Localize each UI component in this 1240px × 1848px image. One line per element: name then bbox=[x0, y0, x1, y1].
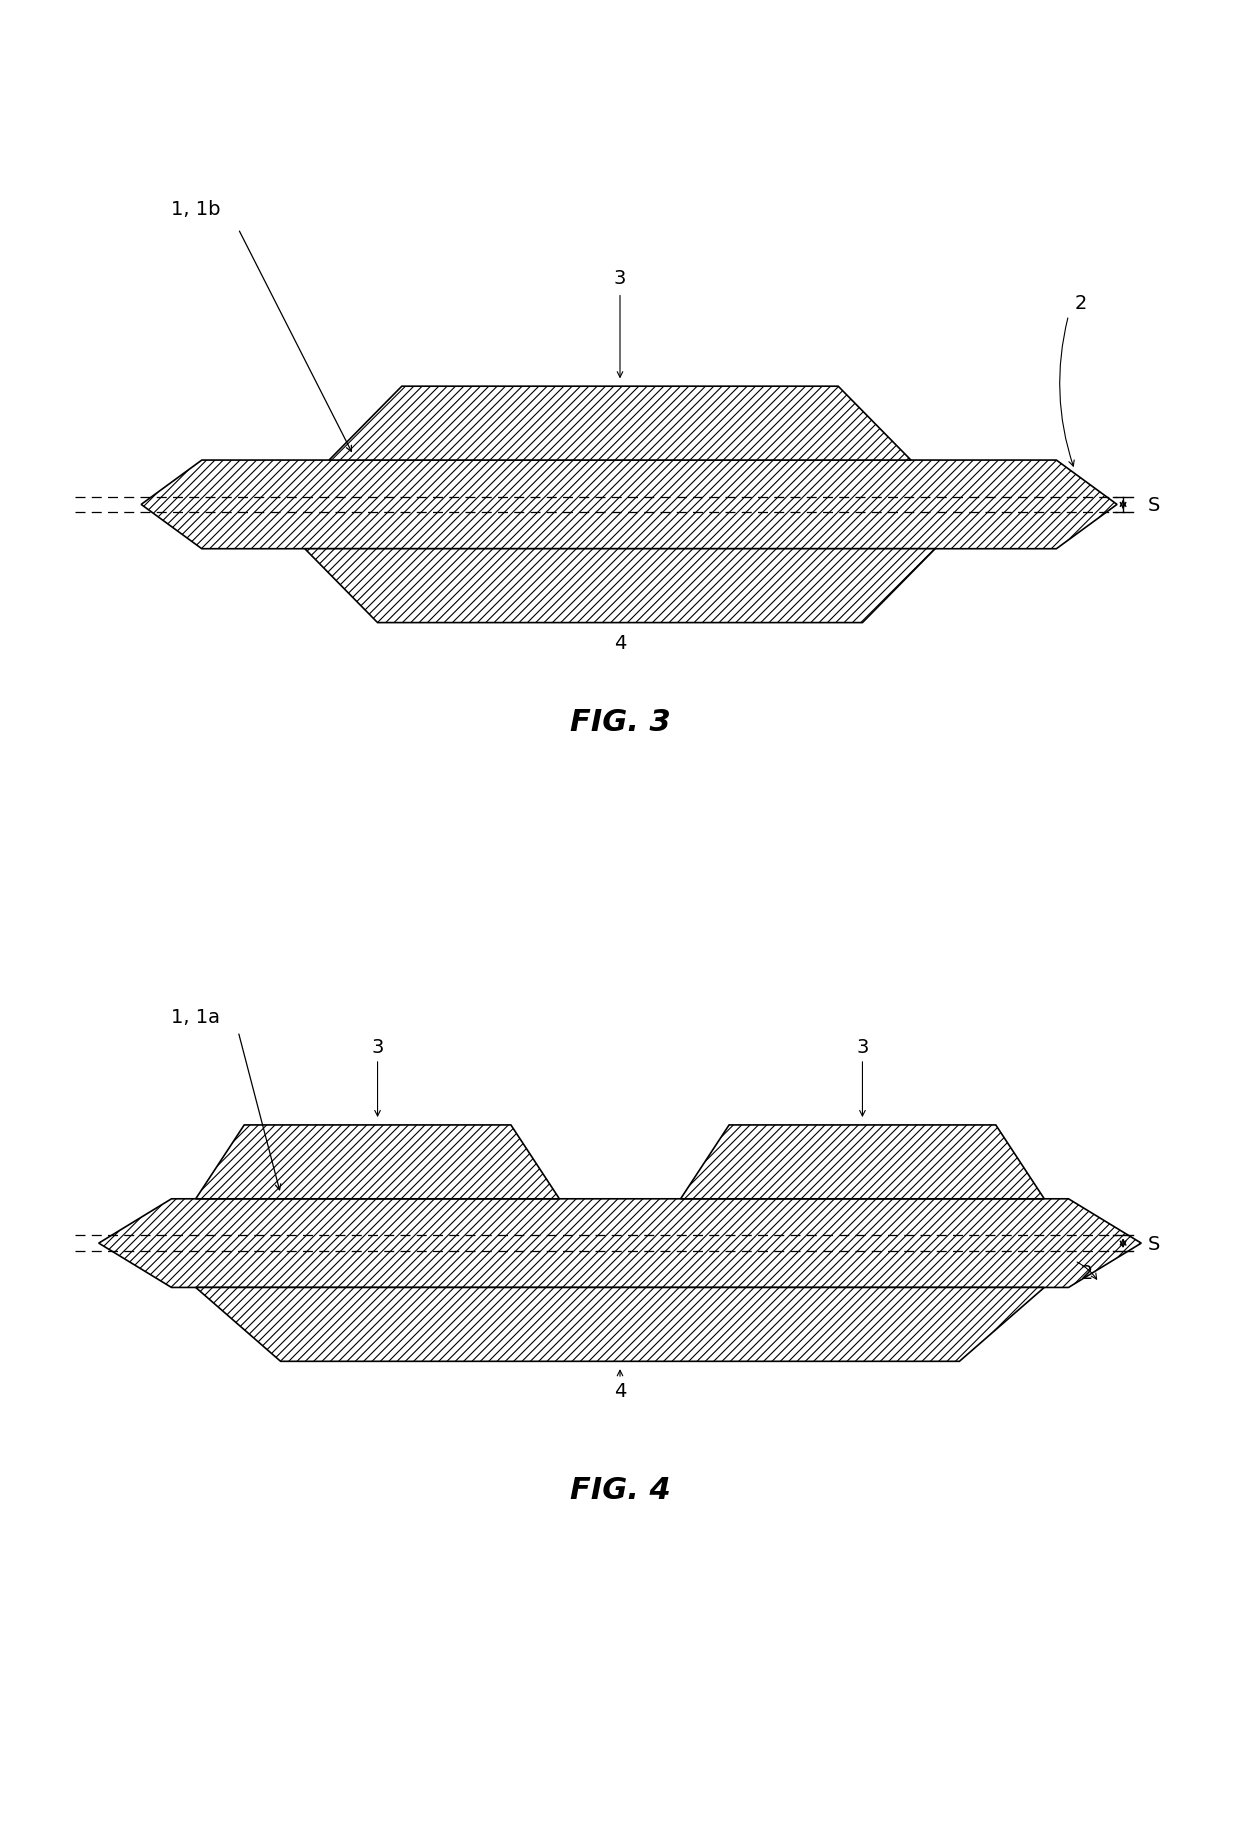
Text: S: S bbox=[1147, 1234, 1159, 1253]
Polygon shape bbox=[305, 549, 935, 623]
Text: 2: 2 bbox=[1074, 294, 1086, 312]
Polygon shape bbox=[196, 1125, 559, 1199]
Text: 4: 4 bbox=[614, 1382, 626, 1401]
Text: S: S bbox=[1147, 495, 1159, 514]
Polygon shape bbox=[196, 1288, 1044, 1362]
Text: 3: 3 bbox=[371, 1037, 383, 1055]
Polygon shape bbox=[681, 1125, 1044, 1199]
Polygon shape bbox=[141, 460, 1117, 549]
Text: FIG. 3: FIG. 3 bbox=[569, 708, 671, 736]
Text: 4: 4 bbox=[614, 634, 626, 652]
Text: 3: 3 bbox=[857, 1037, 869, 1055]
Polygon shape bbox=[329, 386, 911, 460]
Text: FIG. 4: FIG. 4 bbox=[569, 1475, 671, 1504]
Text: 3: 3 bbox=[614, 270, 626, 288]
Text: 1, 1b: 1, 1b bbox=[171, 200, 221, 220]
Text: 1, 1a: 1, 1a bbox=[171, 1007, 221, 1026]
Polygon shape bbox=[99, 1199, 1141, 1288]
Text: 2: 2 bbox=[1080, 1264, 1092, 1283]
